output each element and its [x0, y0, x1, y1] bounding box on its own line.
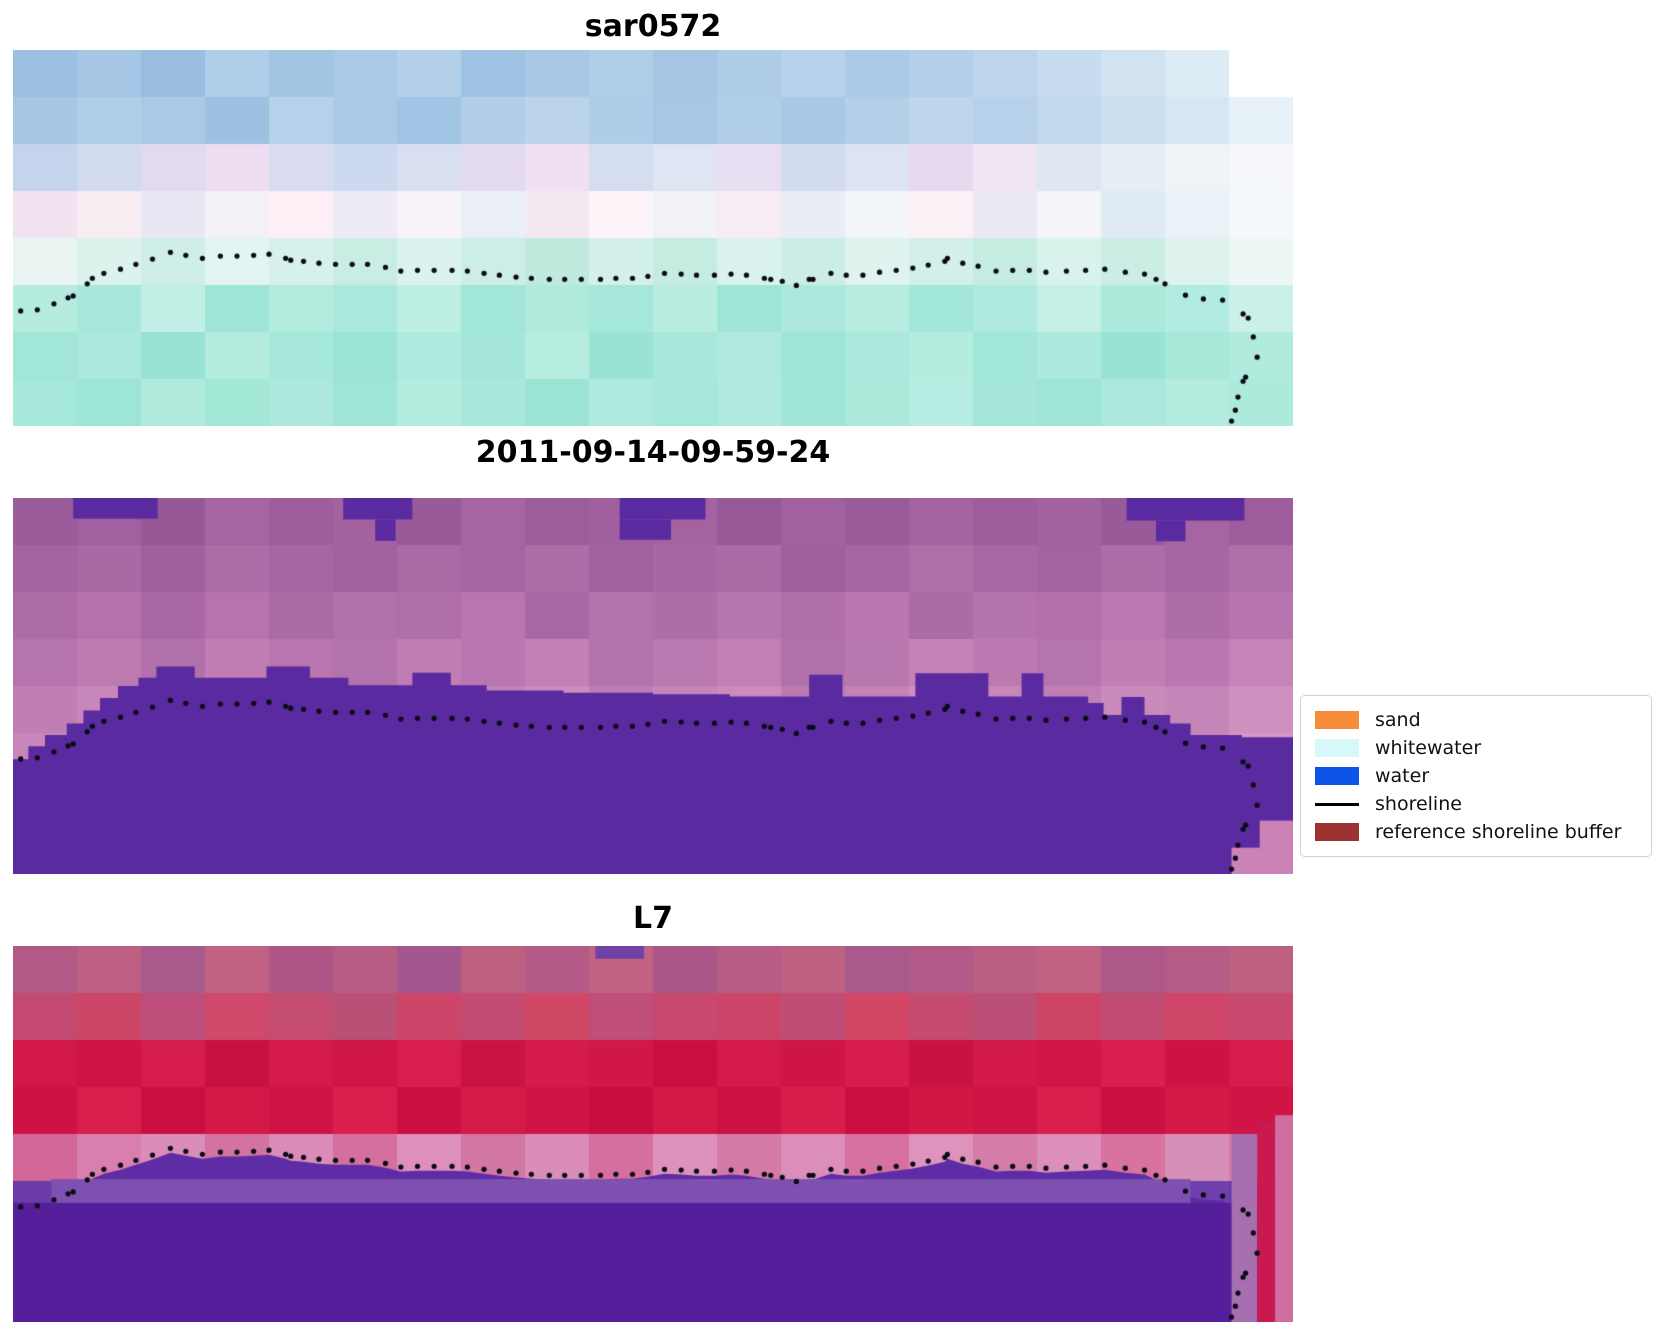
panel-title-sar0572: sar0572 [584, 9, 722, 44]
legend-item-sand: sand [1315, 706, 1637, 734]
legend-label: shoreline [1375, 793, 1462, 815]
panel-image-classified [13, 498, 1293, 874]
legend-item-water: water [1315, 762, 1637, 790]
shoreline-line-icon [1315, 802, 1359, 806]
legend-item-whitewater: whitewater [1315, 734, 1637, 762]
legend-label: sand [1375, 709, 1421, 731]
sand-swatch-icon [1315, 711, 1359, 729]
legend-item-shoreline: shoreline [1315, 790, 1637, 818]
water-swatch-icon [1315, 767, 1359, 785]
legend-item-reference-shoreline-buffer: reference shoreline buffer [1315, 818, 1637, 846]
legend: sand whitewater water shoreline reference sh… [1300, 695, 1652, 857]
legend-label: whitewater [1375, 737, 1482, 759]
panel-image-sar0572 [13, 50, 1293, 426]
whitewater-swatch-icon [1315, 739, 1359, 757]
legend-label: reference shoreline buffer [1375, 821, 1622, 843]
panel-title-date: 2011-09-14-09-59-24 [475, 435, 831, 470]
legend-label: water [1375, 765, 1430, 787]
panel-image-l7 [13, 946, 1293, 1322]
reference-shoreline-buffer-swatch-icon [1315, 823, 1359, 841]
panel-title-l7: L7 [633, 901, 673, 936]
